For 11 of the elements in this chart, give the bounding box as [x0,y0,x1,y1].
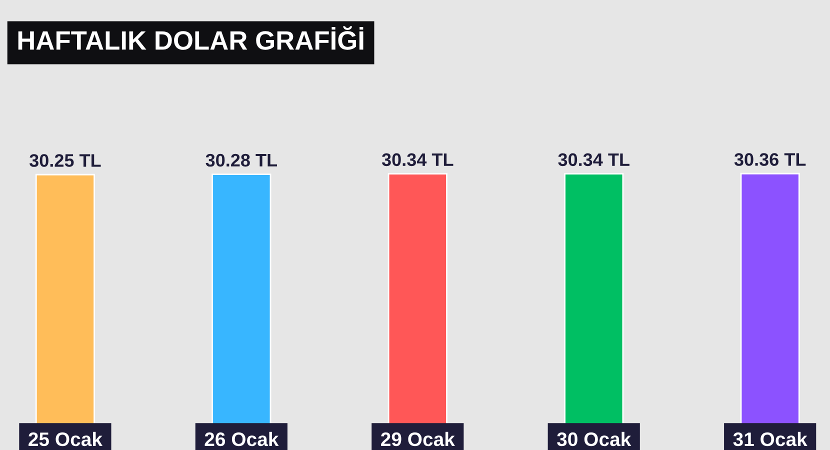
data-label: 30.28 TL [206,154,277,167]
x-tick-label: 29 Ocak [381,432,455,446]
data-label: 30.34 TL [382,153,454,166]
x-tick-label: 30 Ocak [557,432,632,446]
data-label: 30.36 TL [734,153,806,166]
x-tick-label: 31 Ocak [733,432,808,446]
x-tick-label: 26 Ocak [204,432,279,446]
data-label: 30.34 TL [558,153,630,166]
x-tick-label: 25 Ocak [28,432,103,446]
chart-title: HAFTALIK DOLAR GRAFİĞİ [18,26,364,50]
data-label: 30.25 TL [29,154,101,167]
